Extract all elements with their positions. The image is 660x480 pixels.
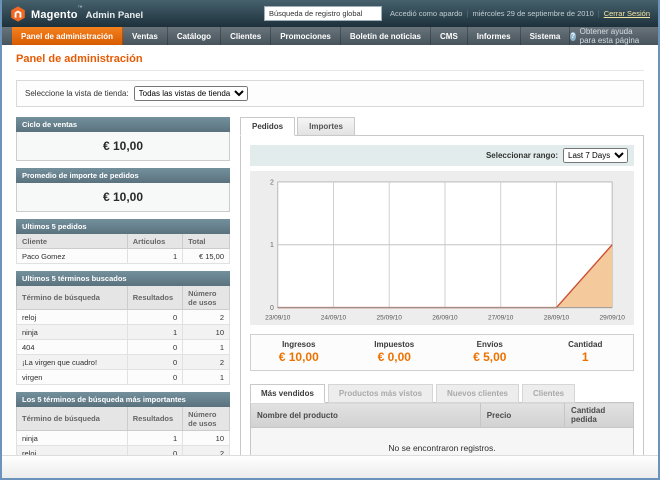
last-orders-table: Cliente Articulos Total Paco Gomez 1 € 1… [16,234,230,264]
header-bar: Magento™Admin Panel Accedió como apardo … [2,0,658,27]
bestsellers-table: Nombre del producto Precio Cantidad pedi… [250,402,634,456]
range-label: Seleccionar rango: [486,151,558,160]
table-row[interactable]: reloj 0 2 [17,310,230,325]
orders-panel: Seleccionar rango: Last 7 Days 0 1 2 23/09/… [240,135,644,456]
magento-logo-icon [10,6,26,22]
help-icon: ? [570,32,575,41]
logout-link[interactable]: Cerrar Sesión [604,9,650,18]
store-view-switcher: Seleccione la vista de tienda: Todas las… [16,80,644,107]
logo-text: Magento™Admin Panel [31,5,143,23]
table-row[interactable]: 404 0 1 [17,340,230,355]
svg-text:24/09/10: 24/09/10 [321,314,347,321]
top-search-title: Los 5 términos de búsqueda más important… [16,392,230,407]
average-orders-box: Promedio de importe de pedidos € 10,00 [16,168,230,212]
grids-tabs: Más vendidos Productos más vistos Nuevos… [250,384,634,403]
range-toolbar: Seleccionar rango: Last 7 Days [250,145,634,166]
empty-message: No se encontraron registros. [251,428,634,456]
svg-text:2: 2 [270,179,274,186]
svg-text:27/09/10: 27/09/10 [488,314,514,321]
totals-row: Ingresos € 10,00 Impuestos € 0,00 Envíos… [250,334,634,371]
table-row[interactable]: ¡La virgen que cuadro! 0 2 [17,355,230,370]
page-help-link[interactable]: ? Obtener ayuda para esta página [570,27,658,45]
average-orders-value: € 10,00 [16,183,230,212]
table-row[interactable]: virgen 0 1 [17,370,230,385]
empty-row: No se encontraron registros. [251,428,634,456]
top-search-box: Los 5 términos de búsqueda más important… [16,392,230,456]
table-row[interactable]: Paco Gomez 1 € 15,00 [17,249,230,264]
svg-text:26/09/10: 26/09/10 [432,314,458,321]
average-orders-title: Promedio de importe de pedidos [16,168,230,183]
last-search-table: Término de búsqueda Resultados Número de… [16,286,230,385]
dashboard-sidebar: Ciclo de ventas € 10,00 Promedio de impo… [16,117,230,456]
main-nav: Panel de administración Ventas Catálogo … [2,27,658,45]
last-search-title: Ultimos 5 términos buscados [16,271,230,286]
lifetime-sales-box: Ciclo de ventas € 10,00 [16,117,230,161]
nav-item-ventas[interactable]: Ventas [123,27,168,45]
svg-text:23/09/10: 23/09/10 [265,314,291,321]
svg-text:28/09/10: 28/09/10 [544,314,570,321]
last-orders-title: Ultimos 5 pedidos [16,219,230,234]
page-title: Panel de administración [16,53,644,71]
table-row[interactable]: ninja 1 10 [17,431,230,446]
global-search-input[interactable] [264,6,382,21]
store-view-select[interactable]: Todas las vistas de tienda [134,86,248,101]
tab-clientes[interactable]: Clientes [522,384,575,403]
svg-text:25/09/10: 25/09/10 [377,314,403,321]
nav-item-cms[interactable]: CMS [431,27,468,45]
stat-impuestos: Impuestos € 0,00 [347,340,443,364]
nav-item-boletin[interactable]: Boletín de noticias [341,27,431,45]
tab-productos-mas-vistos[interactable]: Productos más vistos [328,384,433,403]
table-row[interactable]: ninja 1 10 [17,325,230,340]
range-select[interactable]: Last 7 Days [563,148,628,163]
lifetime-sales-title: Ciclo de ventas [16,117,230,132]
nav-item-promociones[interactable]: Promociones [271,27,341,45]
dashboard-content: Panel de administración Seleccione la vi… [2,45,658,456]
orders-chart-area: 0 1 2 23/09/10 24/09/10 25/09/10 26/09/10 27/09… [250,171,634,325]
current-date: miércoles 29 de septiembre de 2010 [472,9,593,18]
last-search-box: Ultimos 5 términos buscados Término de b… [16,271,230,385]
top-search-table: Término de búsqueda Resultados Número de… [16,407,230,456]
table-row[interactable]: reloj 0 2 [17,446,230,457]
help-label: Obtener ayuda para esta página [580,27,648,45]
nav-item-sistema[interactable]: Sistema [521,27,571,45]
lifetime-sales-value: € 10,00 [16,132,230,161]
magento-logo: Magento™Admin Panel [10,5,143,23]
nav-item-dashboard[interactable]: Panel de administración [12,27,123,45]
tab-importes[interactable]: Importes [297,117,355,136]
nav-item-informes[interactable]: Informes [468,27,521,45]
last-orders-box: Ultimos 5 pedidos Cliente Articulos Tota… [16,219,230,264]
magento-admin-window: Magento™Admin Panel Accedió como apardo … [0,0,660,480]
svg-text:1: 1 [270,242,274,249]
footer-area [2,456,658,478]
svg-text:29/09/10: 29/09/10 [599,314,625,321]
svg-text:0: 0 [270,305,274,312]
stat-envios: Envíos € 5,00 [442,340,538,364]
orders-chart: 0 1 2 23/09/10 24/09/10 25/09/10 26/09/10 27/09… [254,175,630,323]
stat-cantidad: Cantidad 1 [538,340,634,364]
nav-item-catalogo[interactable]: Catálogo [168,27,221,45]
store-view-label: Seleccione la vista de tienda: [25,89,129,98]
tab-mas-vendidos[interactable]: Más vendidos [250,384,325,403]
logged-in-as: Accedió como apardo [390,9,463,18]
tab-pedidos[interactable]: Pedidos [240,117,295,136]
tab-nuevos-clientes[interactable]: Nuevos clientes [436,384,519,403]
report-tabs: Pedidos Importes [240,117,644,136]
dashboard-main: Pedidos Importes Seleccionar rango: Last… [240,117,644,456]
stat-ingresos: Ingresos € 10,00 [251,340,347,364]
header-user-info: Accedió como apardo | miércoles 29 de se… [390,9,650,18]
nav-item-clientes[interactable]: Clientes [221,27,271,45]
